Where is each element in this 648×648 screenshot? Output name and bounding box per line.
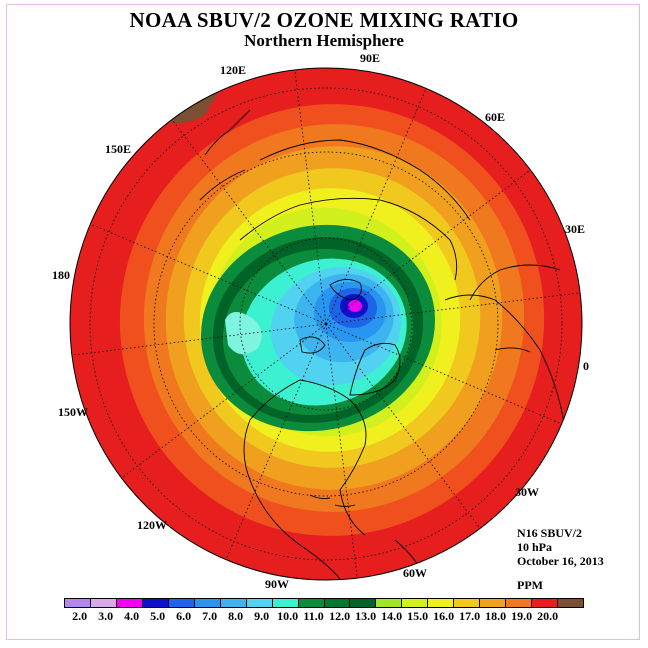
graticule xyxy=(70,68,582,580)
colorbar-swatch xyxy=(116,599,143,607)
colorbar-tick-label: 4.0 xyxy=(124,609,140,623)
colorbar-swatch xyxy=(532,599,559,607)
colorbar-tick-label: 5.0 xyxy=(150,609,166,623)
lon-label-60e: 60E xyxy=(485,110,506,124)
lon-label-150w: 150W xyxy=(58,405,88,419)
coastline xyxy=(199,169,246,201)
colorbar-tick-label: 6.0 xyxy=(176,609,192,623)
ozone-band-pale xyxy=(225,311,262,355)
coastline xyxy=(394,539,431,580)
colorbar-swatch xyxy=(324,599,351,607)
colorbar-tick-label: 14.0 xyxy=(381,609,403,623)
page-title: NOAA SBUV/2 OZONE MIXING RATIO xyxy=(129,8,519,32)
page-subtitle: Northern Hemisphere xyxy=(244,31,404,50)
colorbar-tick-label: 2.0 xyxy=(72,609,88,623)
figure-frame xyxy=(6,4,640,640)
latitude-circle xyxy=(239,237,413,411)
colorbar-tick-label: 13.0 xyxy=(355,609,377,623)
colorbar-tick-label: 11.0 xyxy=(303,609,324,623)
colorbar-tick-label: 19.0 xyxy=(511,609,533,623)
colorbar-tick-label: 16.0 xyxy=(433,609,455,623)
colorbar-tick-label: 9.0 xyxy=(254,609,270,623)
colorbar-swatch xyxy=(90,599,117,607)
lon-label-90e: 90E xyxy=(360,51,381,65)
colorbar-swatch xyxy=(350,599,377,607)
colorbar-tick-label: 18.0 xyxy=(485,609,507,623)
coastline xyxy=(204,109,251,156)
colorbar-swatch xyxy=(220,599,247,607)
lon-label-0: 0 xyxy=(583,359,589,373)
colorbar-swatch xyxy=(65,599,91,607)
instrument-label: N16 SBUV/2 xyxy=(517,526,583,540)
lon-label-60w: 60W xyxy=(403,566,427,580)
colorbar-swatch xyxy=(194,599,221,607)
pressure-level-label: 10 hPa xyxy=(517,540,553,554)
coastline xyxy=(469,264,561,301)
latitude-circle xyxy=(153,151,499,497)
colorbar-swatch xyxy=(272,599,299,607)
colorbar-tick-label: 8.0 xyxy=(228,609,244,623)
map-boundary xyxy=(69,67,583,581)
colorbar-tick-label: 12.0 xyxy=(329,609,351,623)
date-label: October 16, 2013 xyxy=(517,554,604,568)
coastline xyxy=(299,336,326,354)
colorbar-tick-label: 17.0 xyxy=(459,609,481,623)
ozone-contour-bands xyxy=(70,68,582,580)
latitude-circle xyxy=(89,87,563,561)
coastline xyxy=(259,139,471,221)
colorbar-tick-label: 3.0 xyxy=(98,609,114,623)
colorbar-swatch xyxy=(168,599,195,607)
coastline xyxy=(494,347,531,353)
lon-label-120w: 120W xyxy=(137,518,167,532)
coastline xyxy=(349,342,401,396)
colorbar-swatch xyxy=(558,599,584,607)
coastline xyxy=(239,197,458,281)
lon-label-150e: 150E xyxy=(105,142,132,156)
colorbar-swatch xyxy=(298,599,325,607)
colorbar-swatch xyxy=(454,599,481,607)
lon-label-30w: 30W xyxy=(515,485,539,499)
lon-label-180: 180 xyxy=(52,268,70,282)
colorbar-tick-label: 15.0 xyxy=(407,609,429,623)
colorbar-swatch xyxy=(246,599,273,607)
lon-label-120e: 120E xyxy=(220,63,247,77)
colorbar-swatch xyxy=(428,599,455,607)
colorbar-swatch xyxy=(480,599,507,607)
info-block: N16 SBUV/2 10 hPa October 16, 2013 PPM xyxy=(517,526,604,592)
colorbar-swatch xyxy=(142,599,169,607)
colorbar-swatch xyxy=(402,599,429,607)
colorbar-swatch xyxy=(506,599,533,607)
colorbar-tick-label: 20.0 xyxy=(537,609,559,623)
colorbar-ticks: 2.0 3.0 4.0 5.0 6.0 7.0 8.0 9.0 10.0 11.0 12.0 13.0… xyxy=(64,609,584,629)
colorbar-tick-label: 7.0 xyxy=(202,609,218,623)
colorbar-tick-label: 10.0 xyxy=(277,609,299,623)
lon-label-30e: 30E xyxy=(565,222,586,236)
ozone-band xyxy=(348,300,362,312)
lon-label-90w: 90W xyxy=(265,577,289,591)
colorbar xyxy=(64,598,584,608)
colorbar-swatch xyxy=(376,599,403,607)
units-label: PPM xyxy=(517,578,543,592)
